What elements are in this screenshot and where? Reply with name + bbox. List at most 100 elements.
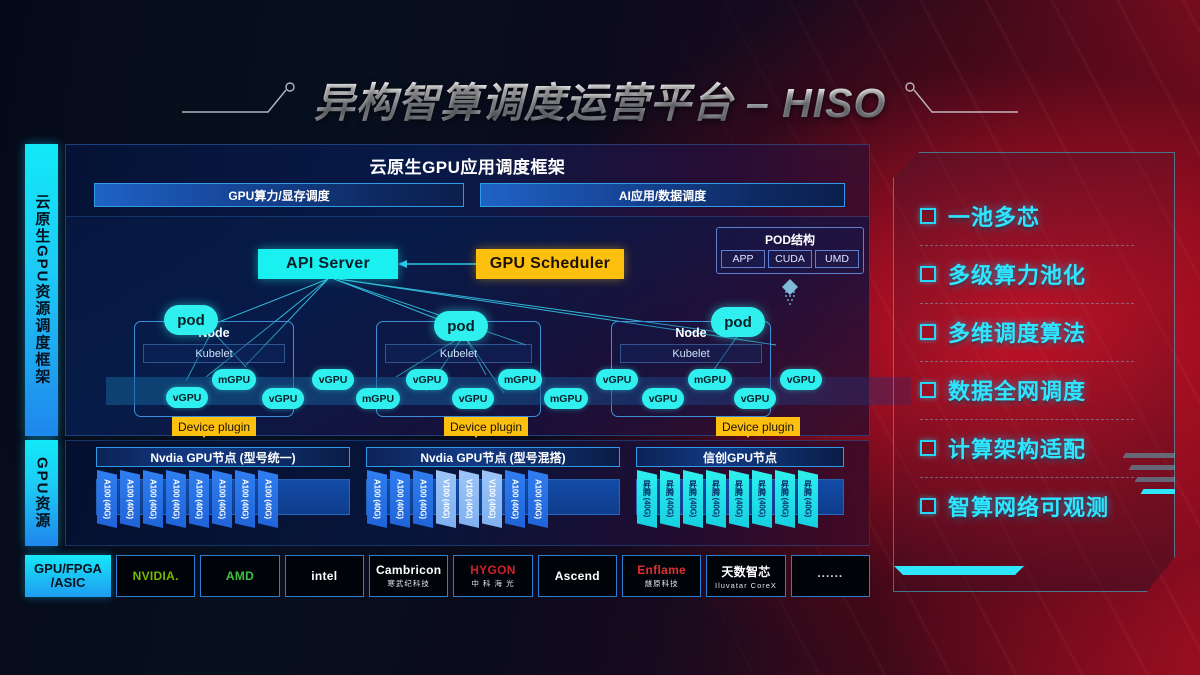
vendor-category-label: GPU/FPGA /ASIC <box>25 555 111 597</box>
vendor-logo[interactable]: intel <box>284 555 364 597</box>
feature-item[interactable]: 多维调度算法 <box>920 303 1174 361</box>
gpu-card-stack: A100 (40G) A100 (40G) A100 (40G) V100 (40G)… <box>367 470 619 528</box>
mgpu-pill[interactable]: mGPU <box>356 388 400 409</box>
feature-item[interactable]: 一池多芯 <box>920 187 1174 245</box>
arrow-scheduler-to-api <box>398 260 476 268</box>
gpu-card: 昇腾 (40G) <box>637 470 657 528</box>
vendor-logo[interactable]: Cambricon 寒武纪科技 <box>368 555 449 597</box>
vendor-name: Cambricon <box>375 563 442 577</box>
vgpu-pill[interactable]: vGPU <box>780 369 822 390</box>
checkbox-icon <box>920 498 936 514</box>
device-plugin-label[interactable]: Device plugin <box>172 417 257 436</box>
gpu-card-label: 昇腾 (40G) <box>665 480 675 518</box>
pod-pill[interactable]: pod <box>434 311 488 341</box>
vendor-logo[interactable]: 天数智芯 Iluvatar CoreX <box>706 555 786 597</box>
title-right-decoration <box>905 82 1019 113</box>
device-plugin-label[interactable]: Device plugin <box>444 417 529 436</box>
gpu-card: A100 (40G) <box>528 470 548 528</box>
gpu-card-label: 昇腾 (40G) <box>734 480 744 518</box>
vendor-name: Ascend <box>554 569 600 583</box>
gpu-shelf: A100 (40G) A100 (40G) A100 (40G) A100 (40G)… <box>96 470 350 528</box>
vendor-subtitle: 中 科 海 光 <box>471 579 515 588</box>
pod-pill[interactable]: pod <box>164 305 218 335</box>
vendor-logo[interactable]: ······ <box>790 555 870 597</box>
vgpu-pill[interactable]: vGPU <box>166 387 208 408</box>
vgpu-pill[interactable]: vGPU <box>312 369 354 390</box>
feature-item[interactable]: 数据全网调度 <box>920 361 1174 419</box>
vendor-name: intel <box>311 569 338 583</box>
vendor-logo[interactable]: HYGON 中 科 海 光 <box>453 555 533 597</box>
mgpu-pill[interactable]: mGPU <box>544 388 588 409</box>
gpu-card-label: V100 (40G) <box>464 479 474 519</box>
vendor-logo[interactable]: AMD <box>200 555 280 597</box>
gpu-card: V100 (40G) <box>436 470 456 528</box>
vgpu-pill[interactable]: vGPU <box>642 388 684 409</box>
gpu-card-stack: A100 (40G) A100 (40G) A100 (40G) A100 (40G)… <box>97 470 349 528</box>
gpu-card: A100 (40G) <box>258 470 278 528</box>
gpu-card-label: 昇腾 (40G) <box>780 480 790 518</box>
mgpu-pill[interactable]: mGPU <box>688 369 732 390</box>
vendor-logo[interactable]: Enflame 燧原科技 <box>621 555 702 597</box>
sidebar-label-gpu-resource: GPU资源 <box>25 440 58 546</box>
subbar-compute-scheduling[interactable]: GPU算力/显存调度 <box>94 183 464 207</box>
vgpu-pill[interactable]: vGPU <box>734 388 776 409</box>
gpu-card-label: 昇腾 (40G) <box>757 480 767 518</box>
subbar-ai-data-scheduling[interactable]: AI应用/数据调度 <box>480 183 845 207</box>
feature-item[interactable]: 智算网络可观测 <box>920 477 1174 535</box>
gpu-card: V100 (40G) <box>459 470 479 528</box>
vgpu-pill[interactable]: vGPU <box>262 388 304 409</box>
gpu-resource-box: Nvdia GPU节点 (型号统一) A100 (40G) A100 (40G) A… <box>65 429 870 546</box>
pod-chip-cuda: CUDA <box>768 250 812 268</box>
vgpu-pill[interactable]: vGPU <box>406 369 448 390</box>
gpu-card: 昇腾 (40G) <box>775 470 795 528</box>
gpu-node-group-title: Nvdia GPU节点 (型号混搭) <box>366 447 620 467</box>
node-title: Node <box>675 326 707 340</box>
vendor-logo[interactable]: NVIDIA. <box>116 555 196 597</box>
gpu-node-group: Nvdia GPU节点 (型号统一) A100 (40G) A100 (40G) A… <box>96 447 350 541</box>
gpu-card: A100 (40G) <box>505 470 525 528</box>
gpu-card-label: A100 (40G) <box>171 479 181 519</box>
gpu-card-label: 昇腾 (40G) <box>803 480 813 518</box>
gpu-card: A100 (40G) <box>212 470 232 528</box>
gpu-card: A100 (40G) <box>390 470 410 528</box>
feature-label: 数据全网调度 <box>948 379 1087 404</box>
gpu-card-label: A100 (40G) <box>372 479 382 519</box>
gpu-scheduler-box[interactable]: GPU Scheduler <box>476 249 624 279</box>
feature-label: 一池多芯 <box>948 205 1041 230</box>
feature-panel: 一池多芯多级算力池化 多维调度算法数据全网调度计算架构适配 智算网络可观测 <box>893 152 1175 592</box>
vgpu-pill[interactable]: vGPU <box>452 388 494 409</box>
checkbox-icon <box>920 266 936 282</box>
device-plugin-label[interactable]: Device plugin <box>716 417 801 436</box>
vgpu-pill[interactable]: vGPU <box>596 369 638 390</box>
gpu-card: A100 (40G) <box>413 470 433 528</box>
title-bar: 异构智算调度运营平台 – HISO <box>0 68 1200 130</box>
kubelet-box: Kubelet <box>143 344 285 363</box>
pod-chip-umd: UMD <box>815 250 859 268</box>
gpu-card: 昇腾 (40G) <box>706 470 726 528</box>
vendor-subtitle: 寒武纪科技 <box>387 579 430 588</box>
gpu-node-group-title: Nvdia GPU节点 (型号统一) <box>96 447 350 467</box>
feature-item[interactable]: 多级算力池化 <box>920 245 1174 303</box>
gpu-card-label: A100 (40G) <box>217 479 227 519</box>
mgpu-pill[interactable]: mGPU <box>212 369 256 390</box>
api-server-box[interactable]: API Server <box>258 249 398 279</box>
vendor-logo[interactable]: Ascend <box>537 555 617 597</box>
pod-connector-dots <box>782 279 798 305</box>
gpu-node-group: 信创GPU节点 昇腾 (40G) 昇腾 (40G) 昇腾 (40G) 昇腾 (40G)… <box>636 447 844 541</box>
gpu-card: A100 (40G) <box>166 470 186 528</box>
feature-item[interactable]: 计算架构适配 <box>920 419 1174 477</box>
pod-pill[interactable]: pod <box>711 307 765 337</box>
gpu-card-label: 昇腾 (40G) <box>711 480 721 518</box>
checkbox-icon <box>920 382 936 398</box>
gpu-card-label: 昇腾 (40G) <box>642 480 652 518</box>
vendor-name: AMD <box>225 569 255 583</box>
gpu-card: V100 (40G) <box>482 470 502 528</box>
page-title: 异构智算调度运营平台 – HISO <box>314 69 887 129</box>
pod-structure-box: POD结构 APP CUDA UMD <box>716 227 864 274</box>
gpu-card-stack: 昇腾 (40G) 昇腾 (40G) 昇腾 (40G) 昇腾 (40G) 昇腾 (40G)… <box>637 470 843 528</box>
gpu-card: A100 (40G) <box>189 470 209 528</box>
gpu-card: 昇腾 (40G) <box>798 470 818 528</box>
gpu-node-group: Nvdia GPU节点 (型号混搭) A100 (40G) A100 (40G) A… <box>366 447 620 541</box>
mgpu-pill[interactable]: mGPU <box>498 369 542 390</box>
